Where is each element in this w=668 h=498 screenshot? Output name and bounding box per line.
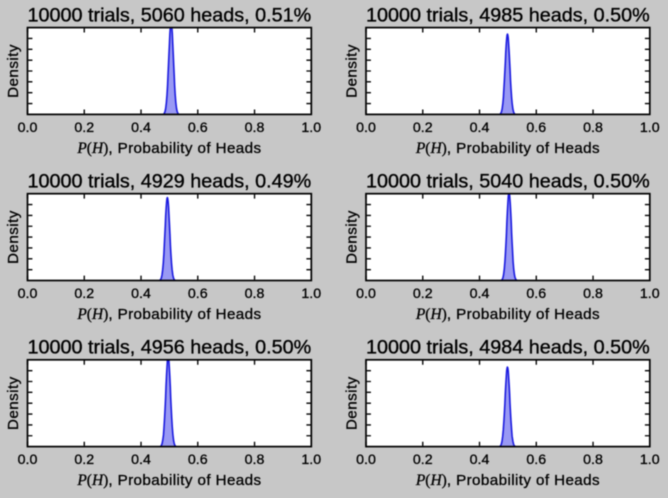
svg-text:0.0: 0.0 xyxy=(18,286,38,302)
svg-text:0.6: 0.6 xyxy=(188,452,208,468)
svg-text:0.0: 0.0 xyxy=(356,120,376,136)
svg-text:0.2: 0.2 xyxy=(74,452,94,468)
svg-text:0.0: 0.0 xyxy=(18,120,38,136)
svg-text:0.8: 0.8 xyxy=(583,452,603,468)
svg-text:1.0: 1.0 xyxy=(640,452,660,468)
svg-text:0.2: 0.2 xyxy=(413,286,433,302)
svg-text:P(H), Probability of Heads: P(H), Probability of Heads xyxy=(415,140,600,157)
svg-text:10000 trials, 4984 heads, 0.50: 10000 trials, 4984 heads, 0.50% xyxy=(366,337,650,359)
svg-text:0.4: 0.4 xyxy=(470,120,490,136)
svg-text:P(H), Probability of Heads: P(H), Probability of Heads xyxy=(76,140,261,157)
svg-text:1.0: 1.0 xyxy=(640,120,660,136)
svg-text:Density: Density xyxy=(5,44,22,98)
svg-text:1.0: 1.0 xyxy=(301,452,321,468)
svg-text:1.0: 1.0 xyxy=(301,120,321,136)
svg-text:Density: Density xyxy=(5,376,22,430)
svg-text:0.2: 0.2 xyxy=(74,286,94,302)
svg-text:P(H), Probability of Heads: P(H), Probability of Heads xyxy=(76,472,261,489)
svg-text:0.0: 0.0 xyxy=(18,452,38,468)
svg-text:0.4: 0.4 xyxy=(131,452,151,468)
svg-text:10000 trials, 4929 heads, 0.49: 10000 trials, 4929 heads, 0.49% xyxy=(28,170,312,192)
svg-text:P(H), Probability of Heads: P(H), Probability of Heads xyxy=(415,472,600,489)
svg-text:Density: Density xyxy=(344,376,361,430)
svg-text:0.8: 0.8 xyxy=(245,120,265,136)
svg-text:1.0: 1.0 xyxy=(301,286,321,302)
svg-text:0.8: 0.8 xyxy=(245,286,265,302)
svg-text:0.4: 0.4 xyxy=(131,120,151,136)
svg-text:1.0: 1.0 xyxy=(640,286,660,302)
svg-text:0.8: 0.8 xyxy=(583,120,603,136)
svg-text:0.6: 0.6 xyxy=(526,120,546,136)
svg-text:0.8: 0.8 xyxy=(245,452,265,468)
svg-text:0.6: 0.6 xyxy=(526,286,546,302)
svg-text:0.2: 0.2 xyxy=(413,452,433,468)
svg-text:0.4: 0.4 xyxy=(131,286,151,302)
svg-text:0.0: 0.0 xyxy=(356,286,376,302)
svg-text:0.4: 0.4 xyxy=(470,452,490,468)
svg-text:10000 trials, 4985 heads, 0.50: 10000 trials, 4985 heads, 0.50% xyxy=(366,4,650,26)
svg-text:0.0: 0.0 xyxy=(356,452,376,468)
svg-text:Density: Density xyxy=(344,210,361,264)
svg-text:0.8: 0.8 xyxy=(583,286,603,302)
svg-text:0.6: 0.6 xyxy=(188,120,208,136)
svg-text:0.4: 0.4 xyxy=(470,286,490,302)
svg-text:Density: Density xyxy=(5,210,22,264)
svg-text:10000 trials, 4956 heads, 0.50: 10000 trials, 4956 heads, 0.50% xyxy=(28,337,312,359)
svg-text:10000 trials, 5040 heads, 0.50: 10000 trials, 5040 heads, 0.50% xyxy=(366,170,650,192)
svg-text:10000 trials, 5060 heads, 0.51: 10000 trials, 5060 heads, 0.51% xyxy=(28,4,312,26)
svg-text:0.2: 0.2 xyxy=(74,120,94,136)
svg-text:P(H), Probability of Heads: P(H), Probability of Heads xyxy=(415,306,600,323)
svg-text:P(H), Probability of Heads: P(H), Probability of Heads xyxy=(76,306,261,323)
svg-text:0.6: 0.6 xyxy=(188,286,208,302)
svg-text:0.2: 0.2 xyxy=(413,120,433,136)
svg-text:Density: Density xyxy=(344,44,361,98)
svg-text:0.6: 0.6 xyxy=(526,452,546,468)
